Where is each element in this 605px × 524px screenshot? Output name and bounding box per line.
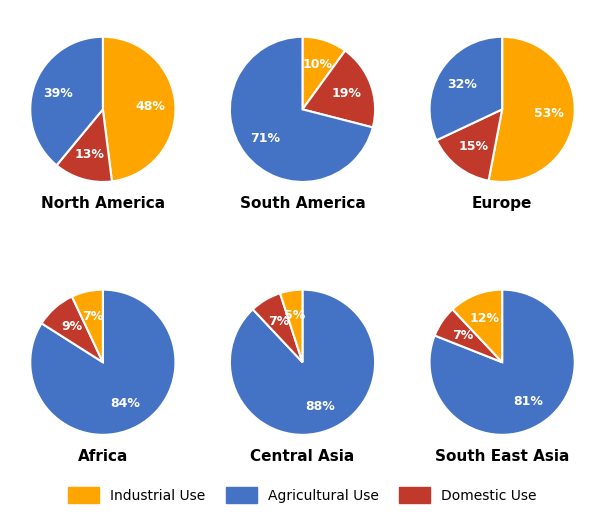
Wedge shape (430, 290, 575, 435)
Wedge shape (230, 37, 373, 182)
Wedge shape (302, 37, 345, 110)
Text: 12%: 12% (469, 312, 500, 325)
Text: 53%: 53% (534, 107, 564, 121)
Wedge shape (302, 51, 375, 127)
Text: 13%: 13% (75, 148, 105, 161)
Wedge shape (430, 37, 502, 140)
Wedge shape (230, 290, 375, 435)
Text: 84%: 84% (111, 397, 140, 410)
Wedge shape (453, 290, 502, 362)
Wedge shape (103, 37, 175, 181)
Text: 5%: 5% (284, 309, 306, 322)
Text: South America: South America (240, 196, 365, 211)
Text: 19%: 19% (332, 87, 362, 100)
Wedge shape (280, 290, 302, 362)
Wedge shape (72, 290, 103, 362)
Wedge shape (42, 297, 103, 362)
Wedge shape (30, 37, 103, 165)
Text: 15%: 15% (458, 140, 488, 153)
Text: 7%: 7% (82, 310, 103, 323)
Legend: Industrial Use, Agricultural Use, Domestic Use: Industrial Use, Agricultural Use, Domest… (54, 473, 551, 517)
Text: 71%: 71% (250, 132, 280, 145)
Text: 10%: 10% (302, 58, 332, 71)
Wedge shape (30, 290, 175, 435)
Text: Europe: Europe (472, 196, 532, 211)
Text: Central Asia: Central Asia (250, 449, 355, 464)
Text: 48%: 48% (135, 100, 165, 113)
Wedge shape (434, 309, 502, 362)
Text: 9%: 9% (61, 320, 82, 333)
Text: 32%: 32% (447, 78, 477, 91)
Text: 88%: 88% (305, 400, 335, 412)
Wedge shape (489, 37, 575, 182)
Text: Africa: Africa (77, 449, 128, 464)
Wedge shape (57, 110, 112, 182)
Text: North America: North America (41, 196, 165, 211)
Text: 81%: 81% (514, 395, 544, 408)
Text: 39%: 39% (44, 87, 73, 100)
Wedge shape (436, 110, 502, 181)
Text: 7%: 7% (268, 315, 289, 328)
Text: South East Asia: South East Asia (435, 449, 569, 464)
Text: 7%: 7% (453, 329, 474, 342)
Wedge shape (253, 293, 302, 362)
